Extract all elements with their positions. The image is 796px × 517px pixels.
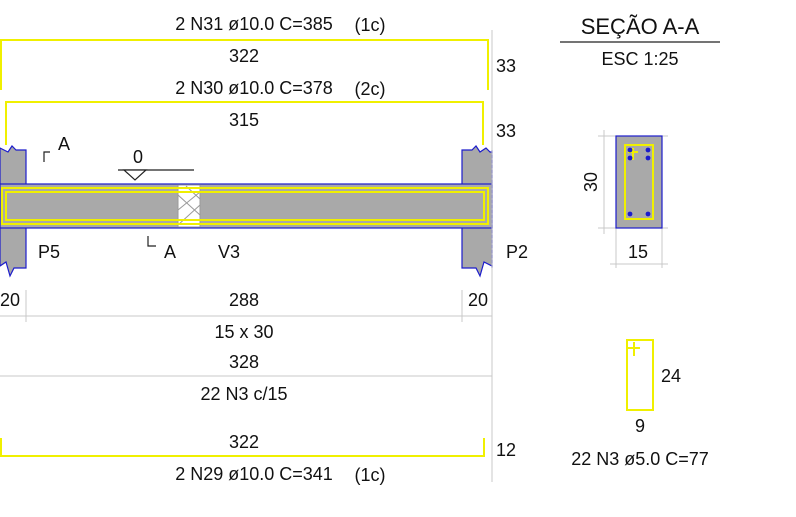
bottom-bar-layer: (1c) [355, 465, 386, 485]
section-height: 30 [581, 172, 601, 192]
rebar-outline-outer [1, 187, 489, 225]
section-rebar-bottom-left [627, 211, 633, 217]
beam-name: V3 [218, 242, 240, 262]
top-bar-n31: 2 N31 ø10.0 C=385 (1c) 322 33 [0, 14, 516, 90]
stirrup-width: 9 [635, 416, 645, 436]
level-value: 0 [133, 147, 143, 167]
bottom-bar-shape [0, 438, 485, 457]
bottom-bar-hook: 12 [496, 440, 516, 460]
right-support-name: P2 [506, 242, 528, 262]
beam-body [0, 183, 493, 229]
section-cut-hatch [177, 184, 201, 228]
bottom-bar-n29: 322 12 2 N29 ø10.0 C=341 (1c) [0, 432, 516, 485]
top-bar-label: 2 N31 ø10.0 C=385 [175, 14, 333, 34]
section-rebar-2c-left [627, 155, 633, 161]
section-width: 15 [628, 242, 648, 262]
top-bar-hook: 33 [496, 56, 516, 76]
section-mark-top: A [58, 134, 70, 154]
top-bar-shape [0, 39, 489, 90]
stirrup-detail: 24 9 22 N3 ø5.0 C=77 [571, 339, 709, 469]
rebar-outline-inner [5, 191, 485, 221]
second-bar-shape [5, 101, 484, 145]
left-support-name: P5 [38, 242, 60, 262]
section-a-a: SEÇÃO A-A ESC 1:25 30 15 [560, 14, 720, 268]
beam-elevation: 0 A A V3 P5 P2 [0, 134, 528, 278]
second-bar-n30: 2 N30 ø10.0 C=378 (2c) 315 33 [5, 78, 516, 145]
section-rebar-2c-right [645, 155, 651, 161]
section-cut-hatch-lines [177, 185, 201, 226]
section-mark-top-icon [43, 151, 50, 162]
second-bar-label: 2 N30 ø10.0 C=378 [175, 78, 333, 98]
stirrup-shape [626, 339, 654, 411]
second-bar-length: 315 [229, 110, 259, 130]
second-bar-layer: (2c) [355, 79, 386, 99]
section-rebar-top-left [627, 147, 633, 153]
level-triangle-icon [122, 169, 148, 181]
dimensions: 20 288 20 15 x 30 328 22 N3 c/15 [0, 30, 493, 482]
section-rebar-top-right [645, 147, 651, 153]
top-bar-layer: (1c) [355, 15, 386, 35]
stirrup-spacing: 22 N3 c/15 [200, 384, 287, 404]
stirrup-label: 22 N3 ø5.0 C=77 [571, 449, 709, 469]
stirrup-hook-icon [627, 342, 640, 356]
stirrup-height: 24 [661, 366, 681, 386]
right-support-width: 20 [468, 290, 488, 310]
section-size: 15 x 30 [214, 322, 273, 342]
section-mark-bottom-icon [147, 236, 156, 247]
section-scale: ESC 1:25 [601, 49, 678, 69]
second-bar-hook: 33 [496, 121, 516, 141]
bottom-bar-length: 322 [229, 432, 259, 452]
span-length: 288 [229, 290, 259, 310]
section-stirrup [624, 144, 654, 220]
section-title: SEÇÃO A-A [581, 14, 700, 39]
section-concrete [615, 135, 663, 229]
total-length: 328 [229, 352, 259, 372]
top-bar-length: 322 [229, 46, 259, 66]
bottom-bar-label: 2 N29 ø10.0 C=341 [175, 464, 333, 484]
section-rebar-bottom-right [645, 211, 651, 217]
section-mark-bottom: A [164, 242, 176, 262]
left-support-width: 20 [0, 290, 20, 310]
